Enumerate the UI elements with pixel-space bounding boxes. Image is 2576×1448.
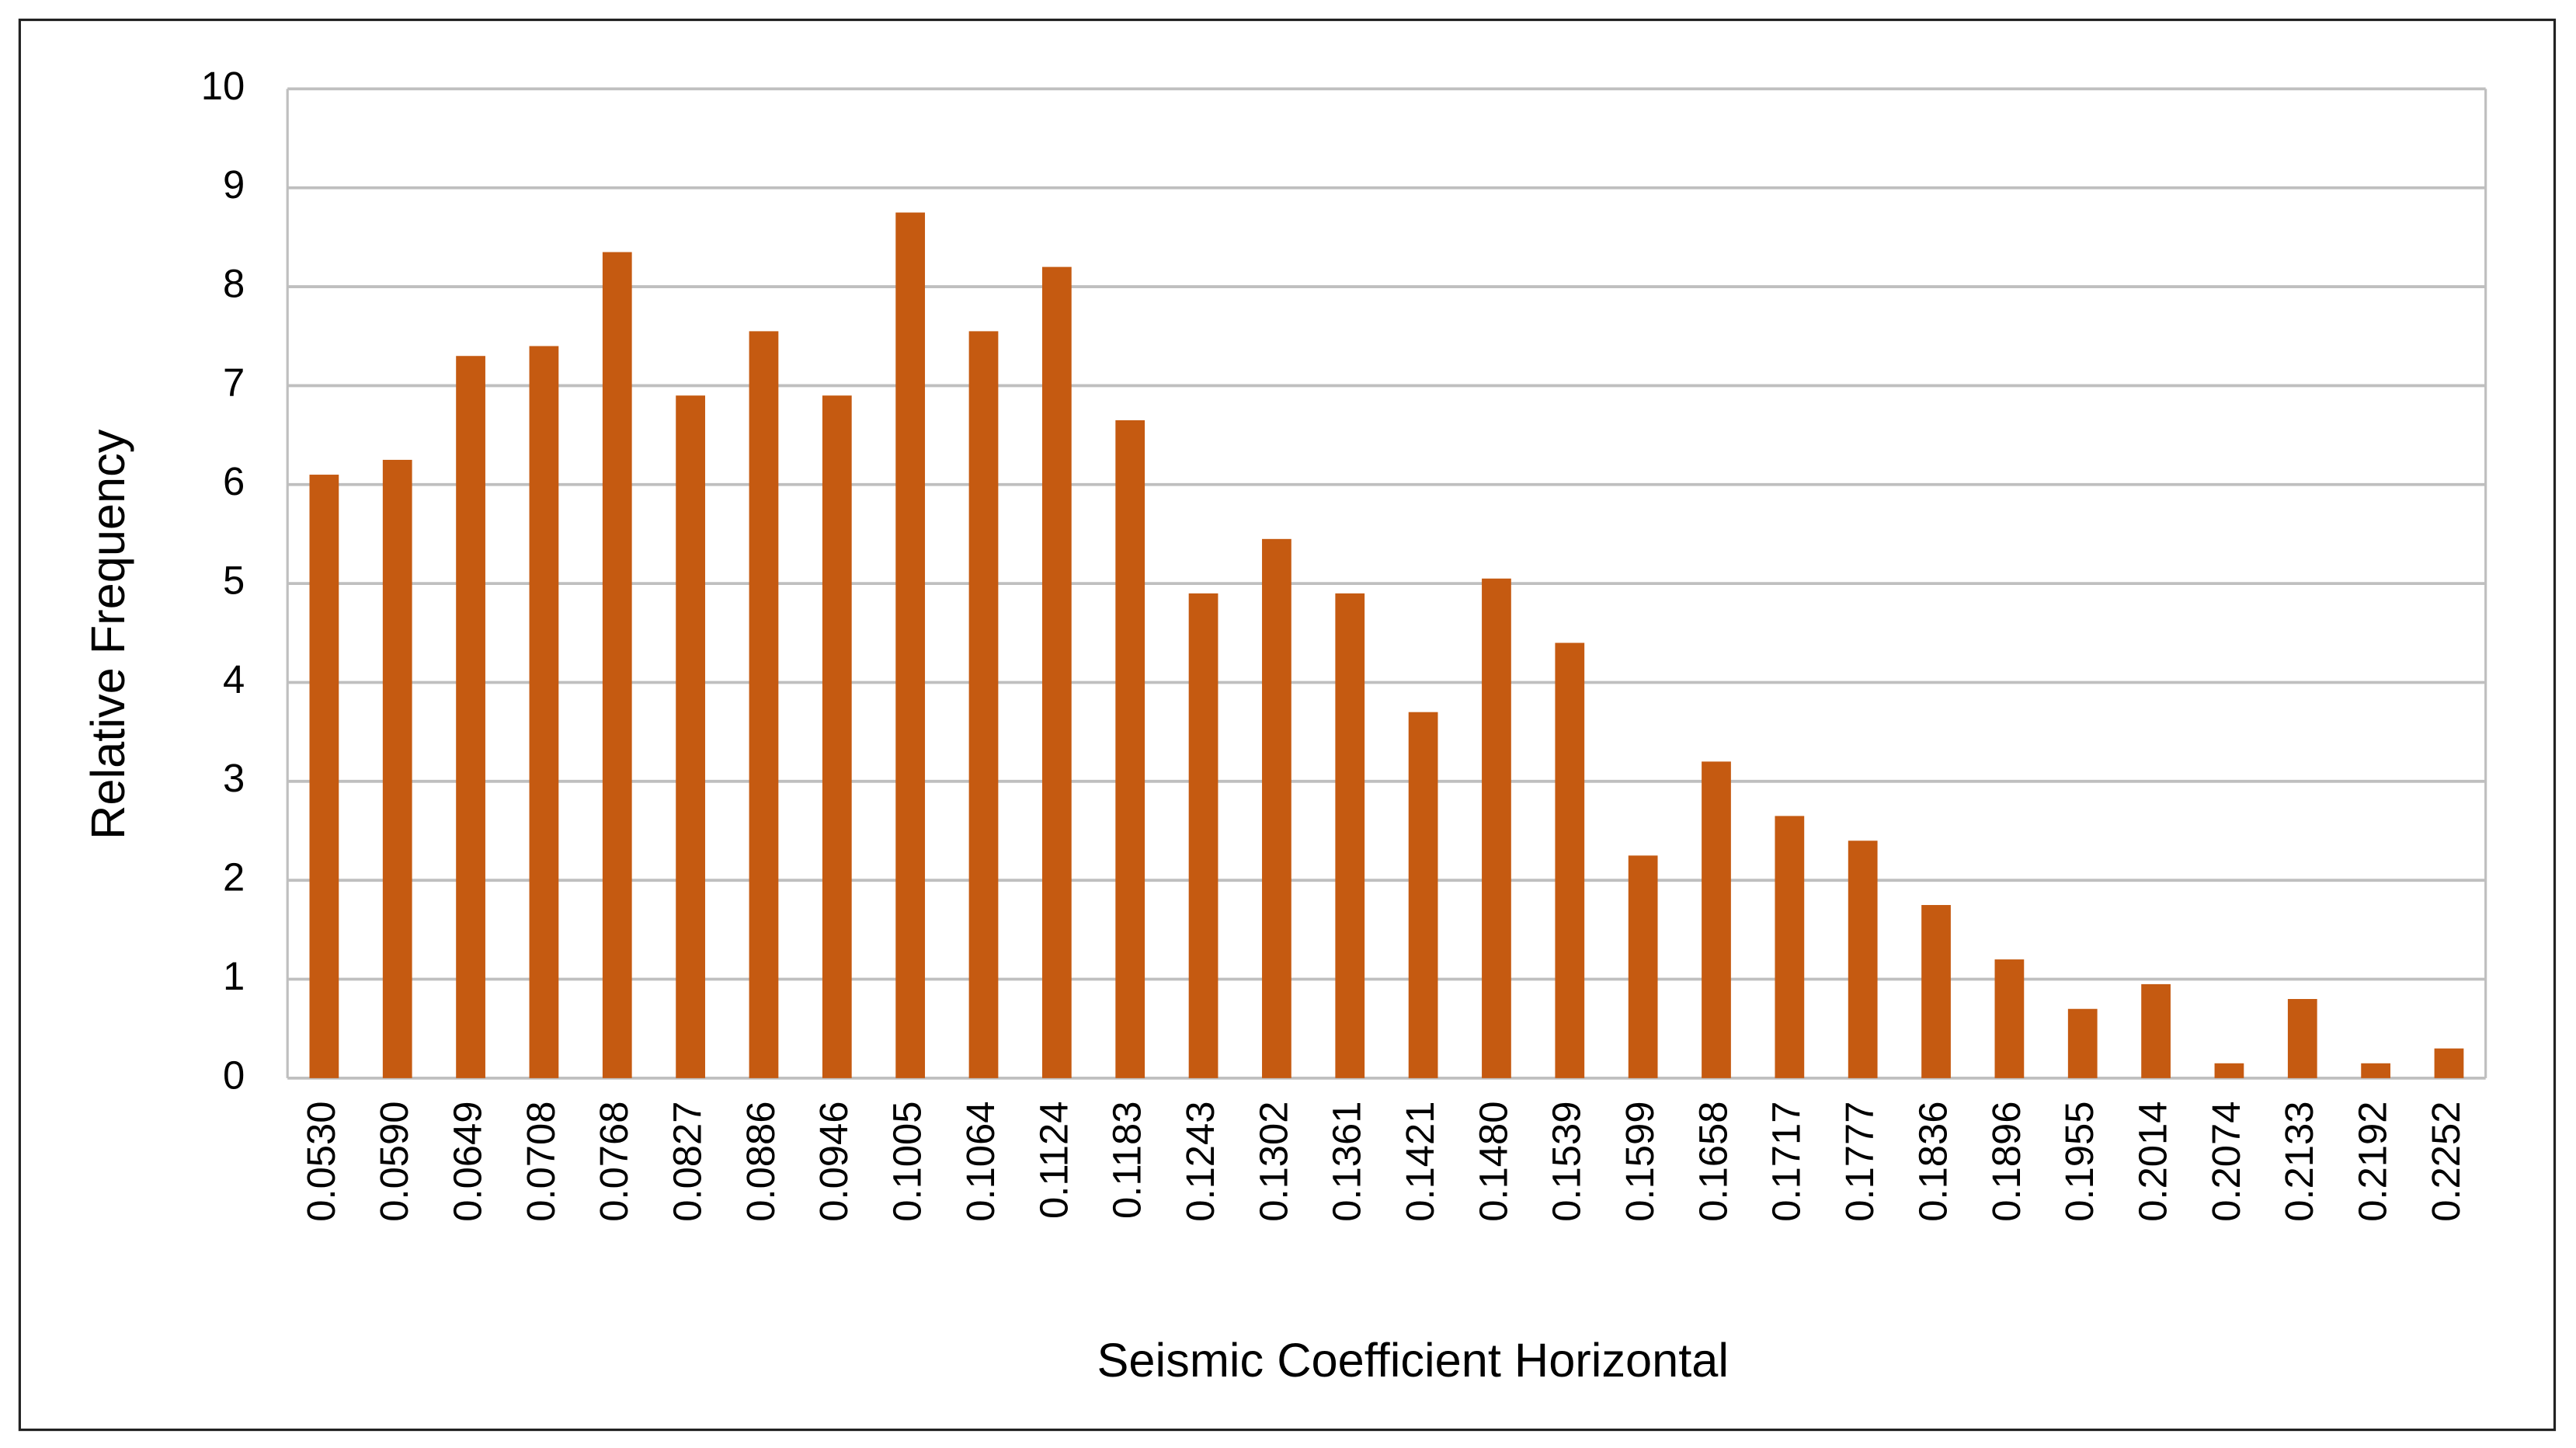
- bar: [1702, 761, 1731, 1078]
- bar: [1775, 816, 1805, 1078]
- bar: [1482, 578, 1511, 1078]
- x-tick-label: 0.1480: [1471, 1101, 1515, 1221]
- x-tick-label: 0.1064: [958, 1101, 1003, 1221]
- x-tick-label: 0.1005: [885, 1101, 930, 1221]
- y-tick-label: 7: [223, 360, 245, 405]
- x-tick-label: 0.1836: [1910, 1101, 1955, 1221]
- x-tick-label: 0.1302: [1251, 1101, 1295, 1221]
- x-tick-label: 0.2133: [2277, 1101, 2321, 1221]
- x-tick-label: 0.0708: [519, 1101, 563, 1221]
- bar: [1921, 905, 1951, 1078]
- bar: [382, 459, 412, 1078]
- y-tick-label: 6: [223, 459, 245, 503]
- y-tick-label: 5: [223, 559, 245, 603]
- bar: [749, 331, 779, 1078]
- y-tick-label: 10: [201, 64, 245, 108]
- x-tick-label: 0.1777: [1837, 1101, 1882, 1221]
- bar: [1408, 712, 1438, 1078]
- x-tick-label: 0.2074: [2204, 1101, 2248, 1221]
- x-tick-label: 0.1599: [1618, 1101, 1662, 1221]
- x-tick-label: 0.1539: [1545, 1101, 1589, 1221]
- bar: [1188, 593, 1218, 1078]
- x-tick-label: 0.0590: [372, 1101, 416, 1221]
- x-tick-label: 0.1421: [1398, 1101, 1442, 1221]
- x-tick-label: 0.2252: [2424, 1101, 2468, 1221]
- bar: [1335, 593, 1365, 1078]
- x-tick-label: 0.1896: [1984, 1101, 2028, 1221]
- x-tick-label: 0.1361: [1325, 1101, 1369, 1221]
- x-tick-label: 0.0530: [299, 1101, 343, 1221]
- bar: [602, 252, 632, 1078]
- bar: [1628, 855, 1658, 1078]
- x-tick-label: 0.0946: [812, 1101, 856, 1221]
- x-tick-label: 0.0649: [445, 1101, 489, 1221]
- x-axis-title: Seismic Coefficient Horizontal: [1097, 1333, 1730, 1387]
- bar: [1262, 538, 1291, 1078]
- x-tick-label: 0.1243: [1178, 1101, 1222, 1221]
- bar: [1848, 841, 1878, 1078]
- y-axis-title: Relative Frequency: [81, 429, 134, 840]
- y-tick-label: 1: [223, 954, 245, 998]
- x-tick-label: 0.1955: [2057, 1101, 2101, 1221]
- x-tick-label: 0.2192: [2351, 1101, 2395, 1221]
- x-tick-label: 0.1658: [1691, 1101, 1735, 1221]
- x-tick-label: 0.1717: [1764, 1101, 1809, 1221]
- bar: [529, 346, 559, 1078]
- bar: [2067, 1008, 2098, 1078]
- x-tick-label: 0.0886: [739, 1101, 783, 1221]
- bar: [895, 212, 926, 1078]
- x-tick-label: 0.0768: [592, 1101, 636, 1221]
- y-tick-label: 8: [223, 261, 245, 305]
- bar: [676, 395, 705, 1078]
- y-tick-label: 0: [223, 1053, 245, 1097]
- y-tick-label: 4: [223, 657, 245, 701]
- y-tick-label: 9: [223, 162, 245, 207]
- bar: [309, 475, 339, 1078]
- y-tick-label: 2: [223, 855, 245, 900]
- bar: [1994, 959, 2025, 1078]
- bar: [2214, 1063, 2244, 1078]
- bar: [1041, 266, 1072, 1078]
- x-tick-label: 0.0827: [666, 1101, 710, 1221]
- bar: [1115, 420, 1145, 1078]
- bar: [2287, 998, 2317, 1078]
- bar: [1555, 642, 1585, 1078]
- x-tick-label: 0.1124: [1031, 1101, 1076, 1219]
- bar: [822, 395, 852, 1078]
- bar: [2141, 983, 2171, 1078]
- bar: [2361, 1063, 2390, 1078]
- y-tick-label: 3: [223, 756, 245, 800]
- x-tick-label: 0.1183: [1105, 1101, 1149, 1219]
- x-tick-label: 0.2014: [2130, 1101, 2174, 1221]
- bar: [968, 331, 999, 1078]
- bar: [456, 356, 485, 1078]
- bar: [2434, 1048, 2464, 1078]
